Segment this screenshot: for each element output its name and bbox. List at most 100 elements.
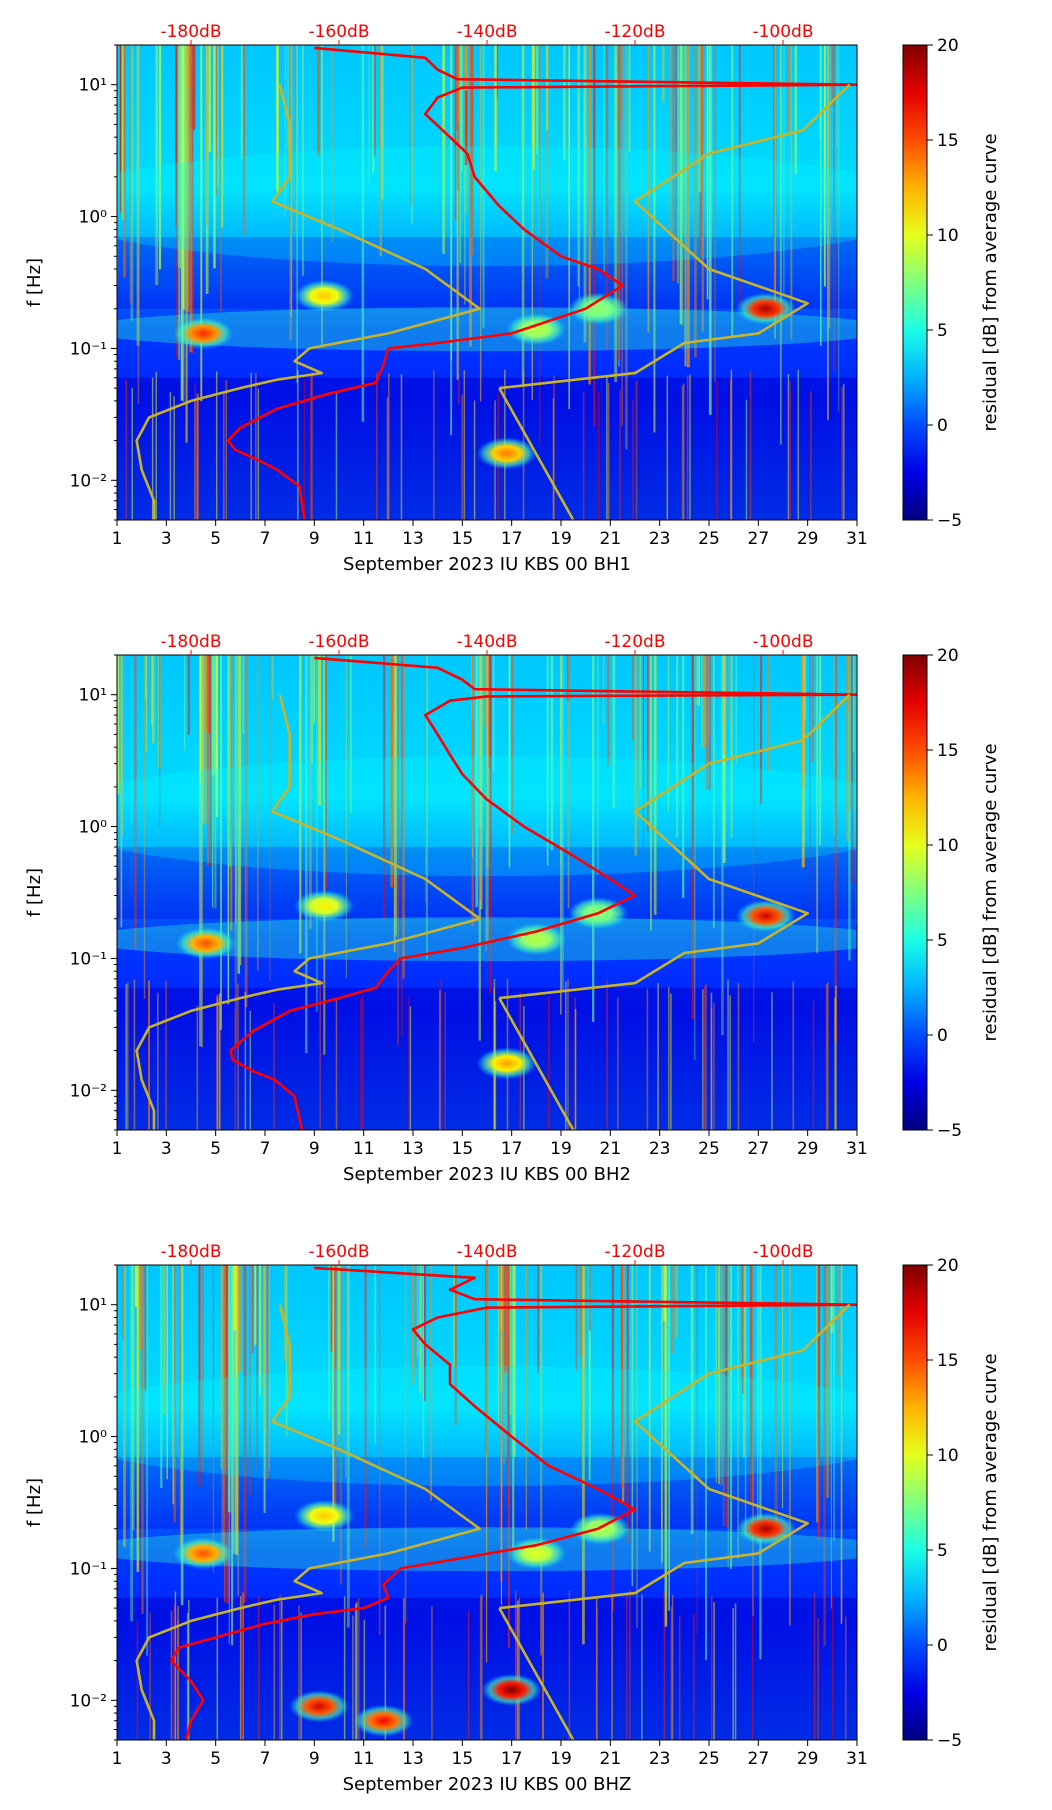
colorbar: −5 0 5 10 15 20 residual [dB] from average cur… xyxy=(902,1256,1001,1751)
y-tick-label: 10⁻² xyxy=(70,1691,107,1711)
x-tick-label: 25 xyxy=(698,1749,720,1769)
x-tick-label: 1 xyxy=(112,529,123,549)
colorbar-tick-label: −5 xyxy=(937,1731,962,1751)
x-tick-label: 15 xyxy=(452,529,474,549)
x-tick-label: 5 xyxy=(210,529,221,549)
db-tick-label: -120dB xyxy=(604,22,665,42)
x-tick-label: 11 xyxy=(353,529,375,549)
x-tick-label: 29 xyxy=(797,1139,819,1159)
x-tick-label: 7 xyxy=(260,1139,271,1159)
hotspot xyxy=(476,1047,537,1080)
x-tick-label: 13 xyxy=(402,529,424,549)
colorbar-tick-label: 20 xyxy=(937,1256,959,1276)
db-tick-label: -100dB xyxy=(752,22,813,42)
colorbar-tick-label: 15 xyxy=(937,131,959,151)
x-tick-label: 11 xyxy=(353,1139,375,1159)
hotspot xyxy=(735,292,796,325)
psd-curve xyxy=(229,656,857,1130)
microseism-band xyxy=(117,307,857,352)
x-tick-label: 1 xyxy=(112,1139,123,1159)
x-tick-label: 19 xyxy=(550,1749,572,1769)
x-tick-label: 21 xyxy=(600,1749,622,1769)
y-tick-label: 10¹ xyxy=(79,76,107,96)
colorbar-tick-label: 15 xyxy=(937,741,959,761)
hotspot xyxy=(175,927,236,960)
x-tick-label: 29 xyxy=(797,1749,819,1769)
hotspot xyxy=(173,1537,234,1570)
microseism-band xyxy=(117,1527,857,1572)
x-tick-label: 23 xyxy=(649,1749,671,1769)
hotspot xyxy=(353,1704,414,1737)
x-tick-label: 31 xyxy=(846,1749,868,1769)
x-tick-label: 13 xyxy=(402,1139,424,1159)
x-tick-label: 19 xyxy=(550,1139,572,1159)
colorbar-gradient xyxy=(902,654,928,1131)
y-axis-label: f [Hz] xyxy=(24,868,45,917)
transient-streaks xyxy=(122,1265,847,1740)
x-tick-label: 9 xyxy=(309,529,320,549)
colorbar-tick-label: 10 xyxy=(937,836,959,856)
x-tick-label: 25 xyxy=(698,1139,720,1159)
hotspot xyxy=(173,317,234,350)
y-axis-label: f [Hz] xyxy=(24,258,45,307)
y-axis: 10⁻² 10⁻¹ 10⁰ 10¹ f [Hz] xyxy=(24,1264,117,1741)
x-tick-label: 5 xyxy=(210,1139,221,1159)
colorbar-tick-label: 5 xyxy=(937,931,948,951)
colorbar-tick-label: 10 xyxy=(937,1446,959,1466)
x-tick-label: 23 xyxy=(649,1139,671,1159)
colorbar-tick-label: 10 xyxy=(937,226,959,246)
x-tick-label: 21 xyxy=(600,1139,622,1159)
hotspots xyxy=(173,1499,796,1737)
x-tick-label: 7 xyxy=(260,529,271,549)
db-tick-label: -100dB xyxy=(752,1242,813,1262)
db-tick-label: -100dB xyxy=(752,632,813,652)
hotspot xyxy=(506,923,567,956)
db-tick-label: -160dB xyxy=(308,1242,369,1262)
x-axis-label: September 2023 IU KBS 00 BHZ xyxy=(343,1774,632,1795)
x-tick-label: 25 xyxy=(698,529,720,549)
y-tick-label: 10¹ xyxy=(79,686,107,706)
x-tick-label: 11 xyxy=(353,1749,375,1769)
hotspot xyxy=(476,437,537,470)
colorbar-tick-label: 0 xyxy=(937,416,948,436)
hotspot xyxy=(294,889,355,922)
colorbar-tick-label: −5 xyxy=(937,511,962,531)
colorbar-tick-label: 20 xyxy=(937,36,959,56)
secondary-band xyxy=(117,146,857,267)
quiet-band xyxy=(117,236,857,309)
hotspot xyxy=(289,1690,350,1723)
db-tick-label: -120dB xyxy=(604,1242,665,1262)
colorbar-label: residual [dB] from average curve xyxy=(980,1353,1001,1651)
psd-curve xyxy=(226,46,857,520)
hotspot xyxy=(568,292,628,325)
x-axis-label: September 2023 IU KBS 00 BH2 xyxy=(343,1164,631,1185)
psd-curve xyxy=(170,1266,857,1740)
db-tick-label: -180dB xyxy=(160,632,221,652)
y-tick-label: 10⁻¹ xyxy=(70,339,107,359)
noise-model-curve xyxy=(135,83,851,520)
colorbar-tick-label: −5 xyxy=(937,1121,962,1141)
x-tick-label: 1 xyxy=(112,1749,123,1769)
noise-model-curve xyxy=(135,1303,851,1740)
plot-area xyxy=(117,1265,857,1740)
noise-model-curve xyxy=(135,693,851,1130)
db-tick-label: -140dB xyxy=(456,1242,517,1262)
plot-area xyxy=(117,45,857,520)
colorbar-tick-label: 5 xyxy=(937,321,948,341)
hotspots xyxy=(175,889,796,1080)
x-tick-label: 17 xyxy=(501,1139,523,1159)
db-tick-label: -180dB xyxy=(160,22,221,42)
y-tick-label: 10⁻² xyxy=(70,471,107,491)
transient-streaks xyxy=(117,655,857,1130)
transient-streaks xyxy=(117,45,845,520)
x-tick-label: 31 xyxy=(846,529,868,549)
x-tick-label: 3 xyxy=(161,1749,172,1769)
db-tick-label: -160dB xyxy=(308,22,369,42)
x-tick-label: 27 xyxy=(748,1749,770,1769)
x-tick-label: 3 xyxy=(161,529,172,549)
